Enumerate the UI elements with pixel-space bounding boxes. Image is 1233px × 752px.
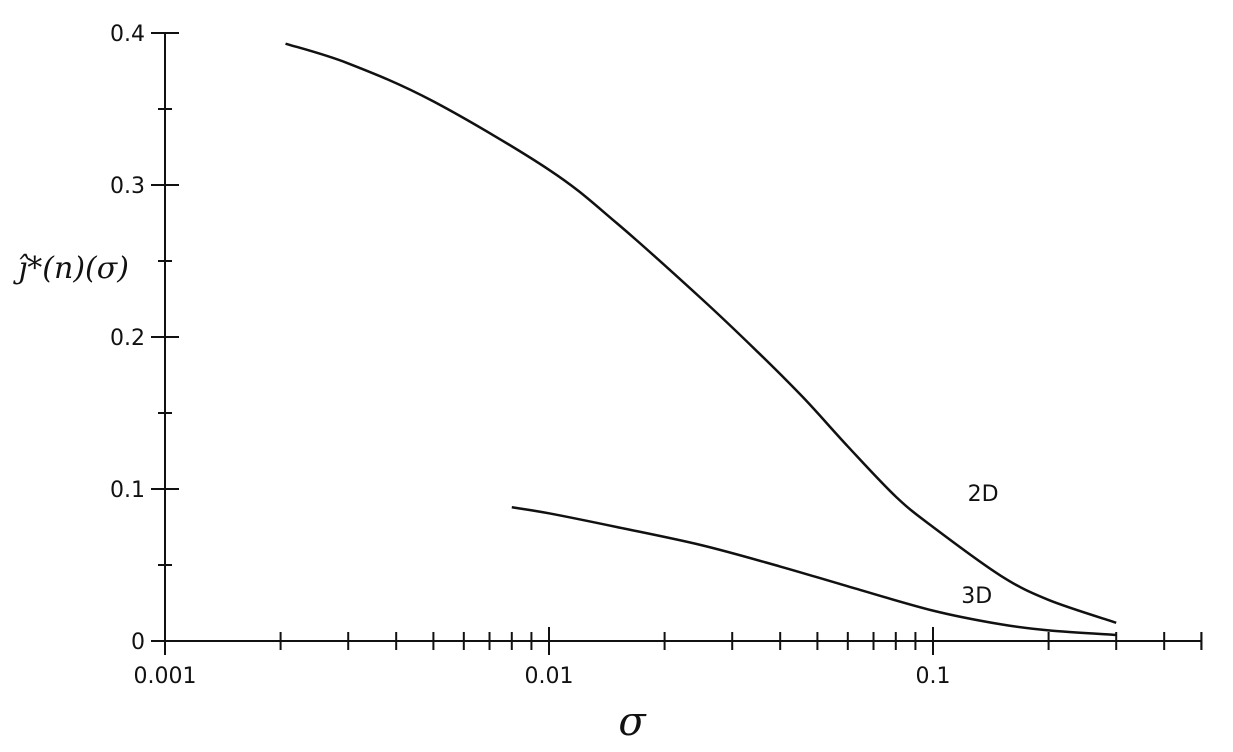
series-label-2D: 2D (968, 482, 999, 507)
x-tick-label: 0.001 (134, 664, 197, 689)
series-label-3D: 3D (961, 584, 992, 609)
y-axis-title: ĵ*(n)(σ) (13, 251, 129, 286)
x-axis-title: σ (618, 699, 647, 745)
series-line-2D (285, 42, 1117, 624)
y-tick-label: 0.1 (110, 478, 145, 503)
axes: 0.001 0.01 0.1 0 0.1 0.2 0.3 0.4 (110, 22, 1203, 689)
y-tick-label: 0.3 (110, 174, 145, 199)
x-tick-label: 0.01 (525, 664, 574, 689)
y-tick-label: 0.4 (110, 22, 145, 47)
series-group: 2D 3D (285, 42, 1117, 637)
series-line-3D (511, 506, 1117, 637)
y-tick-label: 0 (131, 630, 145, 655)
x-tick-label: 0.1 (916, 664, 951, 689)
y-tick-label: 0.2 (110, 326, 145, 351)
